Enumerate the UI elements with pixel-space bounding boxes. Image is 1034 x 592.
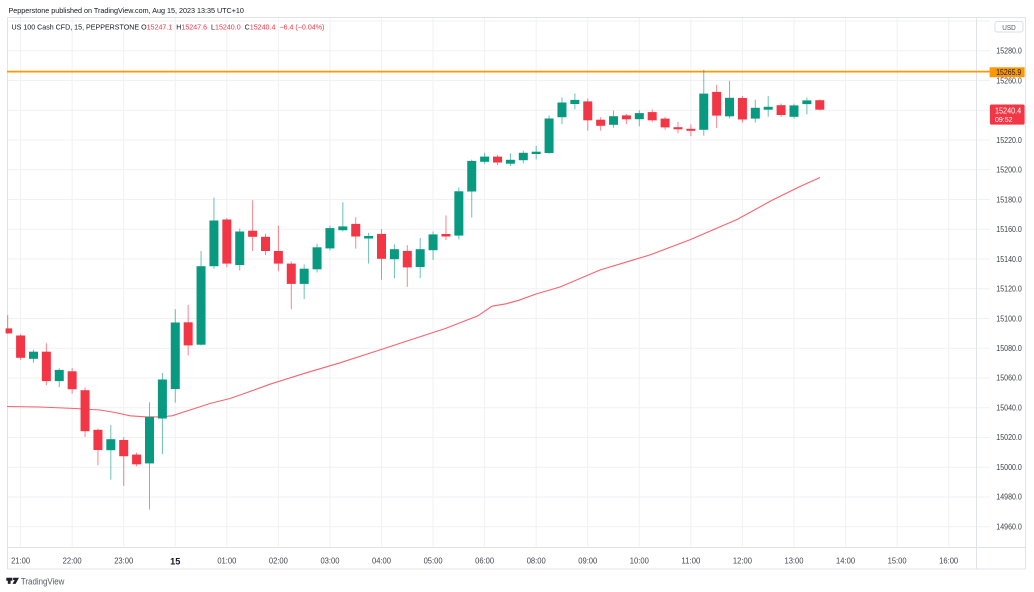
svg-text:15200.0: 15200.0: [996, 166, 1022, 175]
svg-text:15160.0: 15160.0: [996, 225, 1022, 234]
svg-text:11:00: 11:00: [681, 557, 701, 566]
svg-text:15180.0: 15180.0: [996, 195, 1022, 204]
svg-text:15100.0: 15100.0: [996, 314, 1022, 323]
svg-text:15265.9: 15265.9: [996, 68, 1022, 77]
svg-text:15080.0: 15080.0: [996, 344, 1022, 353]
svg-text:01:00: 01:00: [217, 557, 237, 566]
svg-text:12:00: 12:00: [733, 557, 753, 566]
svg-text:Pepperstone published on Tradi: Pepperstone published on TradingView.com…: [9, 6, 244, 15]
svg-text:15260.0: 15260.0: [996, 76, 1022, 85]
svg-text:15120.0: 15120.0: [996, 285, 1022, 294]
svg-text:04:00: 04:00: [372, 557, 392, 566]
svg-text:15000.0: 15000.0: [996, 463, 1022, 472]
svg-text:15: 15: [170, 557, 180, 567]
svg-text:15060.0: 15060.0: [996, 374, 1022, 383]
svg-text:03:00: 03:00: [320, 557, 340, 566]
svg-text:15140.0: 15140.0: [996, 255, 1022, 264]
svg-text:06:00: 06:00: [475, 557, 495, 566]
svg-text:09:52: 09:52: [995, 115, 1013, 124]
svg-text:15240.4: 15240.4: [995, 107, 1022, 116]
svg-text:22:00: 22:00: [63, 557, 83, 566]
svg-text:05:00: 05:00: [424, 557, 444, 566]
svg-text:21:00: 21:00: [11, 557, 31, 566]
svg-text:13:00: 13:00: [784, 557, 804, 566]
svg-text:08:00: 08:00: [527, 557, 547, 566]
svg-text:16:00: 16:00: [939, 557, 959, 566]
svg-text:14:00: 14:00: [836, 557, 856, 566]
svg-text:10:00: 10:00: [630, 557, 650, 566]
svg-text:TradingView: TradingView: [21, 577, 65, 587]
svg-text:23:00: 23:00: [114, 557, 134, 566]
svg-text:15280.0: 15280.0: [996, 47, 1022, 56]
svg-text:02:00: 02:00: [269, 557, 289, 566]
svg-text:15:00: 15:00: [888, 557, 908, 566]
svg-text:15220.0: 15220.0: [996, 136, 1022, 145]
svg-text:USD: USD: [1002, 23, 1016, 32]
svg-text:15020.0: 15020.0: [996, 433, 1022, 442]
svg-text:14960.0: 14960.0: [996, 522, 1022, 531]
svg-text:14980.0: 14980.0: [996, 493, 1022, 502]
svg-text:US 100 Cash CFD, 15, PEPPERSTO: US 100 Cash CFD, 15, PEPPERSTONE O15247.…: [12, 24, 325, 32]
svg-text:09:00: 09:00: [578, 557, 598, 566]
svg-text:15040.0: 15040.0: [996, 404, 1022, 413]
